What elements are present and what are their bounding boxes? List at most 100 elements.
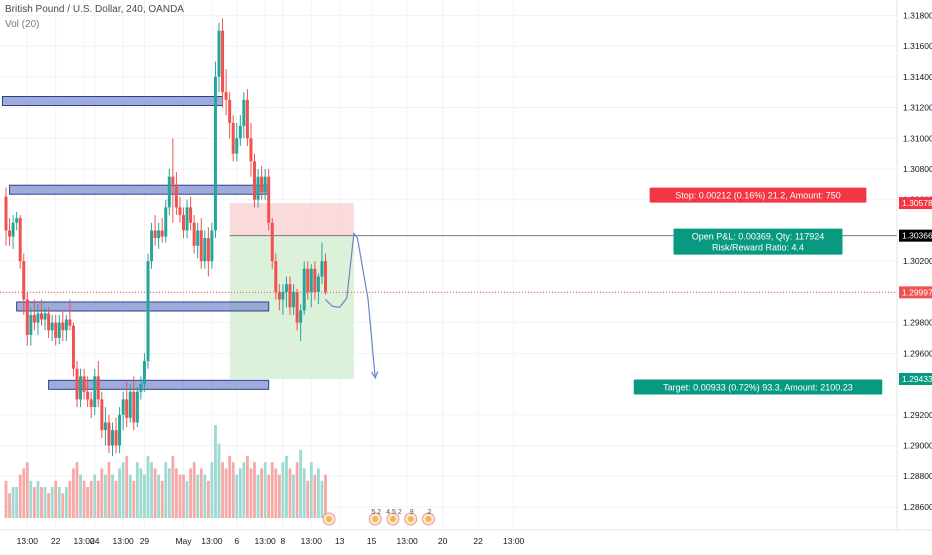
candle — [213, 61, 217, 239]
candle-body — [11, 222, 15, 237]
volume-bar — [217, 443, 221, 518]
event-count-label: 9 — [410, 509, 414, 516]
volume-bar — [157, 474, 161, 518]
candle-body — [224, 92, 228, 100]
volume-bar — [167, 468, 171, 518]
volume-bar — [118, 468, 121, 518]
candle — [256, 168, 260, 208]
candle — [139, 376, 143, 400]
candle — [302, 261, 306, 315]
target-label: Target: 0.00933 (0.72%) 93.3, Amount: 21… — [633, 379, 883, 395]
candle-body — [15, 218, 19, 223]
volume-bar — [270, 462, 274, 518]
candle-body — [263, 176, 267, 193]
volume-bar — [317, 468, 320, 518]
volume-bar — [18, 474, 22, 518]
candle — [171, 138, 175, 223]
candle — [157, 222, 161, 249]
candle-body — [164, 207, 168, 237]
candle-body — [142, 361, 146, 385]
candle-body — [182, 215, 185, 231]
candle — [128, 384, 132, 423]
entry-pnl-label-text: Risk/Reward Ratio: 4.4 — [712, 243, 804, 253]
candle — [288, 276, 292, 315]
candle — [57, 314, 61, 345]
volume-bar — [54, 480, 58, 518]
volume-bar — [107, 462, 111, 518]
volume-bar — [96, 480, 100, 518]
entry-pnl-label: Open P&L: 0.00369, Qty: 117924Risk/Rewar… — [673, 228, 843, 255]
volume-bar — [8, 493, 11, 518]
volume-bar — [203, 474, 207, 518]
time-tick-label: 13:00 — [73, 536, 95, 546]
candle-body — [267, 176, 271, 223]
candle — [71, 322, 75, 377]
price-tick-label: 1.31800 — [903, 10, 932, 20]
stop-label-text: Stop: 0.00212 (0.16%) 21.2, Amount: 750 — [675, 191, 841, 201]
candle — [299, 304, 303, 342]
support-resistance-zone — [48, 379, 270, 390]
candle — [36, 304, 40, 335]
candle — [47, 307, 51, 338]
volume-bar — [214, 425, 217, 518]
volume-bar — [111, 474, 114, 518]
volume-bar — [238, 468, 242, 518]
volume-bar — [274, 468, 278, 518]
candle-body — [253, 161, 256, 200]
time-tick-label: 15 — [367, 536, 377, 546]
volume-bar — [89, 480, 93, 518]
volume-bar — [299, 449, 303, 518]
candle-body — [111, 430, 114, 446]
candle — [224, 69, 228, 116]
event-flag-icon-center — [326, 516, 333, 522]
candle — [249, 122, 253, 177]
stop-label-background — [649, 187, 867, 203]
candle — [15, 212, 19, 231]
candle — [185, 199, 189, 239]
volume-bar — [228, 456, 232, 518]
candle-body — [8, 230, 12, 237]
volume-bar — [22, 468, 26, 518]
candle-body — [153, 230, 157, 239]
candle — [309, 264, 313, 308]
volume-bar — [164, 462, 168, 518]
candle — [277, 284, 281, 311]
volume-bar — [189, 468, 192, 518]
volume-bar — [57, 487, 61, 518]
price-marker — [899, 372, 932, 385]
candle — [100, 391, 104, 438]
volume-bar — [221, 462, 224, 518]
candle — [50, 314, 54, 342]
time-tick-label: 13:00 — [397, 536, 419, 546]
volume-bar — [93, 474, 97, 518]
volume-bar — [4, 480, 8, 518]
candle — [79, 368, 83, 408]
candle-body — [32, 314, 36, 323]
candle — [253, 153, 256, 208]
volume-bar — [104, 474, 107, 518]
volume-bar — [288, 468, 292, 518]
candle-body — [292, 291, 296, 308]
candle — [142, 353, 146, 392]
grid — [0, 0, 897, 530]
candle-body — [150, 230, 154, 262]
candle-body — [22, 261, 26, 300]
candle-body — [228, 99, 232, 123]
candle-body — [86, 391, 90, 400]
candle-body — [281, 291, 285, 300]
candle-body — [54, 322, 58, 338]
volume-bar — [125, 456, 129, 518]
candle-body — [189, 207, 193, 223]
volume-bar — [260, 468, 263, 518]
volume-bar — [150, 462, 153, 518]
price-tick-label: 1.28600 — [903, 502, 932, 512]
candle-body — [235, 138, 239, 154]
candle — [199, 218, 203, 269]
candle-body — [103, 422, 107, 431]
candle — [263, 168, 267, 200]
candle-body — [96, 376, 100, 400]
candle-body — [196, 230, 200, 246]
